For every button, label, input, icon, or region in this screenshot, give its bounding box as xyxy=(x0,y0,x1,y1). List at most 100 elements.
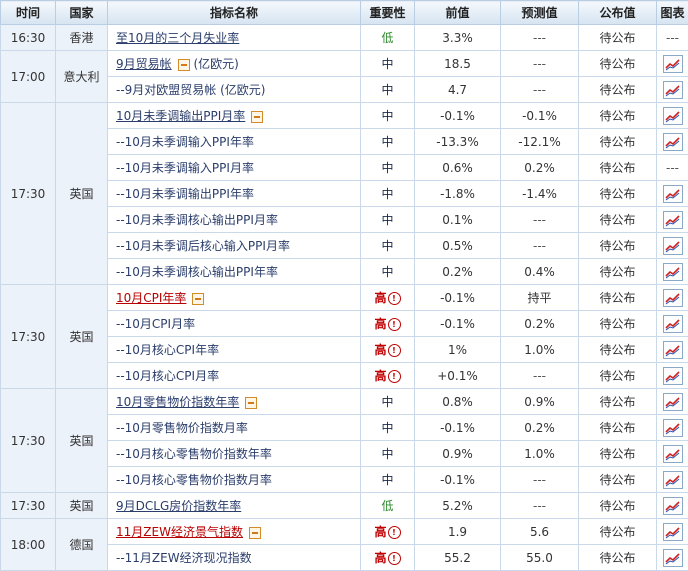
chart-icon[interactable] xyxy=(663,445,683,463)
chart-icon[interactable] xyxy=(663,107,683,125)
indicator-name: --10月未季调核心输出PPI月率 xyxy=(108,207,361,233)
actual-value: 待公布 xyxy=(579,493,657,519)
indicator-unit: (亿欧元) xyxy=(190,57,239,71)
actual-value: 待公布 xyxy=(579,259,657,285)
importance-level: 中 xyxy=(381,473,393,487)
chart-icon[interactable] xyxy=(663,367,683,385)
chart-icon[interactable] xyxy=(663,315,683,333)
col-header-actual: 公布值 xyxy=(579,1,657,25)
release-time: 17:30 xyxy=(1,285,56,389)
indicator-label: --10月未季调核心输出PPI月率 xyxy=(116,213,278,227)
indicator-name: --10月未季调核心输出PPI年率 xyxy=(108,259,361,285)
previous-value: 55.2 xyxy=(415,545,501,571)
indicator-name: --10月核心CPI月率 xyxy=(108,363,361,389)
actual-value: 待公布 xyxy=(579,25,657,51)
indicator-link[interactable]: 10月CPI年率 xyxy=(116,291,186,305)
actual-value: 待公布 xyxy=(579,337,657,363)
indicator-link[interactable]: 10月零售物价指数年率 xyxy=(116,395,239,409)
indicator-name: --10月未季调输入PPI月率 xyxy=(108,155,361,181)
indicator-name: --10月零售物价指数月率 xyxy=(108,415,361,441)
collapse-toggle-icon[interactable] xyxy=(251,111,263,123)
importance: 中 xyxy=(361,467,415,493)
chart-cell xyxy=(657,51,688,77)
collapse-toggle-icon[interactable] xyxy=(192,293,204,305)
collapse-toggle-icon[interactable] xyxy=(249,527,261,539)
forecast-value: --- xyxy=(501,467,579,493)
chart-icon[interactable] xyxy=(663,471,683,489)
previous-value: 0.2% xyxy=(415,259,501,285)
importance: 中 xyxy=(361,259,415,285)
importance: 高! xyxy=(361,285,415,311)
actual-value: 待公布 xyxy=(579,77,657,103)
importance-level: 中 xyxy=(381,57,393,71)
chart-icon[interactable] xyxy=(663,419,683,437)
indicator-link[interactable]: 9月DCLG房价指数年率 xyxy=(116,499,241,513)
indicator-name: 10月未季调输出PPI月率 xyxy=(108,103,361,129)
forecast-value: 0.2% xyxy=(501,155,579,181)
importance-level: 低 xyxy=(381,31,393,45)
release-time: 17:30 xyxy=(1,103,56,285)
chart-icon[interactable] xyxy=(663,393,683,411)
country: 香港 xyxy=(56,25,108,51)
col-header-chart: 图表 xyxy=(657,1,688,25)
forecast-value: -1.4% xyxy=(501,181,579,207)
country: 英国 xyxy=(56,285,108,389)
col-header-time: 时间 xyxy=(1,1,56,25)
indicator-label: --9月对欧盟贸易帐 (亿欧元) xyxy=(116,83,265,97)
chart-icon[interactable] xyxy=(663,341,683,359)
chart-icon[interactable] xyxy=(663,523,683,541)
chart-cell xyxy=(657,519,688,545)
collapse-toggle-icon[interactable] xyxy=(178,59,190,71)
indicator-label: --10月核心零售物价指数月率 xyxy=(116,473,272,487)
chart-cell xyxy=(657,285,688,311)
forecast-value: 1.0% xyxy=(501,441,579,467)
indicator-name: 11月ZEW经济景气指数 xyxy=(108,519,361,545)
indicator-link[interactable]: 9月贸易帐 xyxy=(116,57,172,71)
forecast-value: 1.0% xyxy=(501,337,579,363)
chart-icon[interactable] xyxy=(663,81,683,99)
chart-cell xyxy=(657,493,688,519)
importance: 中 xyxy=(361,415,415,441)
previous-value: 0.9% xyxy=(415,441,501,467)
importance-level: 高 xyxy=(374,525,386,539)
previous-value: 3.3% xyxy=(415,25,501,51)
alert-icon: ! xyxy=(388,370,401,383)
chart-icon[interactable] xyxy=(663,263,683,281)
indicator-link[interactable]: 11月ZEW经济景气指数 xyxy=(116,525,243,539)
indicator-name: --10月核心CPI年率 xyxy=(108,337,361,363)
chart-icon[interactable] xyxy=(663,289,683,307)
chart-icon[interactable] xyxy=(663,133,683,151)
actual-value: 待公布 xyxy=(579,103,657,129)
release-time: 17:30 xyxy=(1,493,56,519)
collapse-toggle-icon[interactable] xyxy=(245,397,257,409)
col-header-previous: 前值 xyxy=(415,1,501,25)
chart-cell xyxy=(657,181,688,207)
indicator-label: --10月未季调输入PPI年率 xyxy=(116,135,254,149)
alert-icon: ! xyxy=(388,318,401,331)
actual-value: 待公布 xyxy=(579,441,657,467)
importance-level: 中 xyxy=(381,213,393,227)
forecast-value: 0.4% xyxy=(501,259,579,285)
previous-value: 5.2% xyxy=(415,493,501,519)
chart-icon[interactable] xyxy=(663,185,683,203)
indicator-link[interactable]: 至10月的三个月失业率 xyxy=(116,31,239,45)
actual-value: 待公布 xyxy=(579,155,657,181)
chart-icon[interactable] xyxy=(663,55,683,73)
importance-level: 中 xyxy=(381,395,393,409)
importance-level: 中 xyxy=(381,447,393,461)
chart-cell xyxy=(657,233,688,259)
chart-icon[interactable] xyxy=(663,549,683,567)
indicator-name: --10月核心零售物价指数年率 xyxy=(108,441,361,467)
chart-cell xyxy=(657,363,688,389)
chart-icon[interactable] xyxy=(663,237,683,255)
chart-icon[interactable] xyxy=(663,211,683,229)
indicator-name: 9月DCLG房价指数年率 xyxy=(108,493,361,519)
indicator-label: --11月ZEW经济现况指数 xyxy=(116,551,252,565)
indicator-link[interactable]: 10月未季调输出PPI月率 xyxy=(116,109,245,123)
indicator-name: --10月未季调输入PPI年率 xyxy=(108,129,361,155)
col-header-country: 国家 xyxy=(56,1,108,25)
chart-icon[interactable] xyxy=(663,497,683,515)
indicator-label: --10月未季调核心输出PPI年率 xyxy=(116,265,278,279)
